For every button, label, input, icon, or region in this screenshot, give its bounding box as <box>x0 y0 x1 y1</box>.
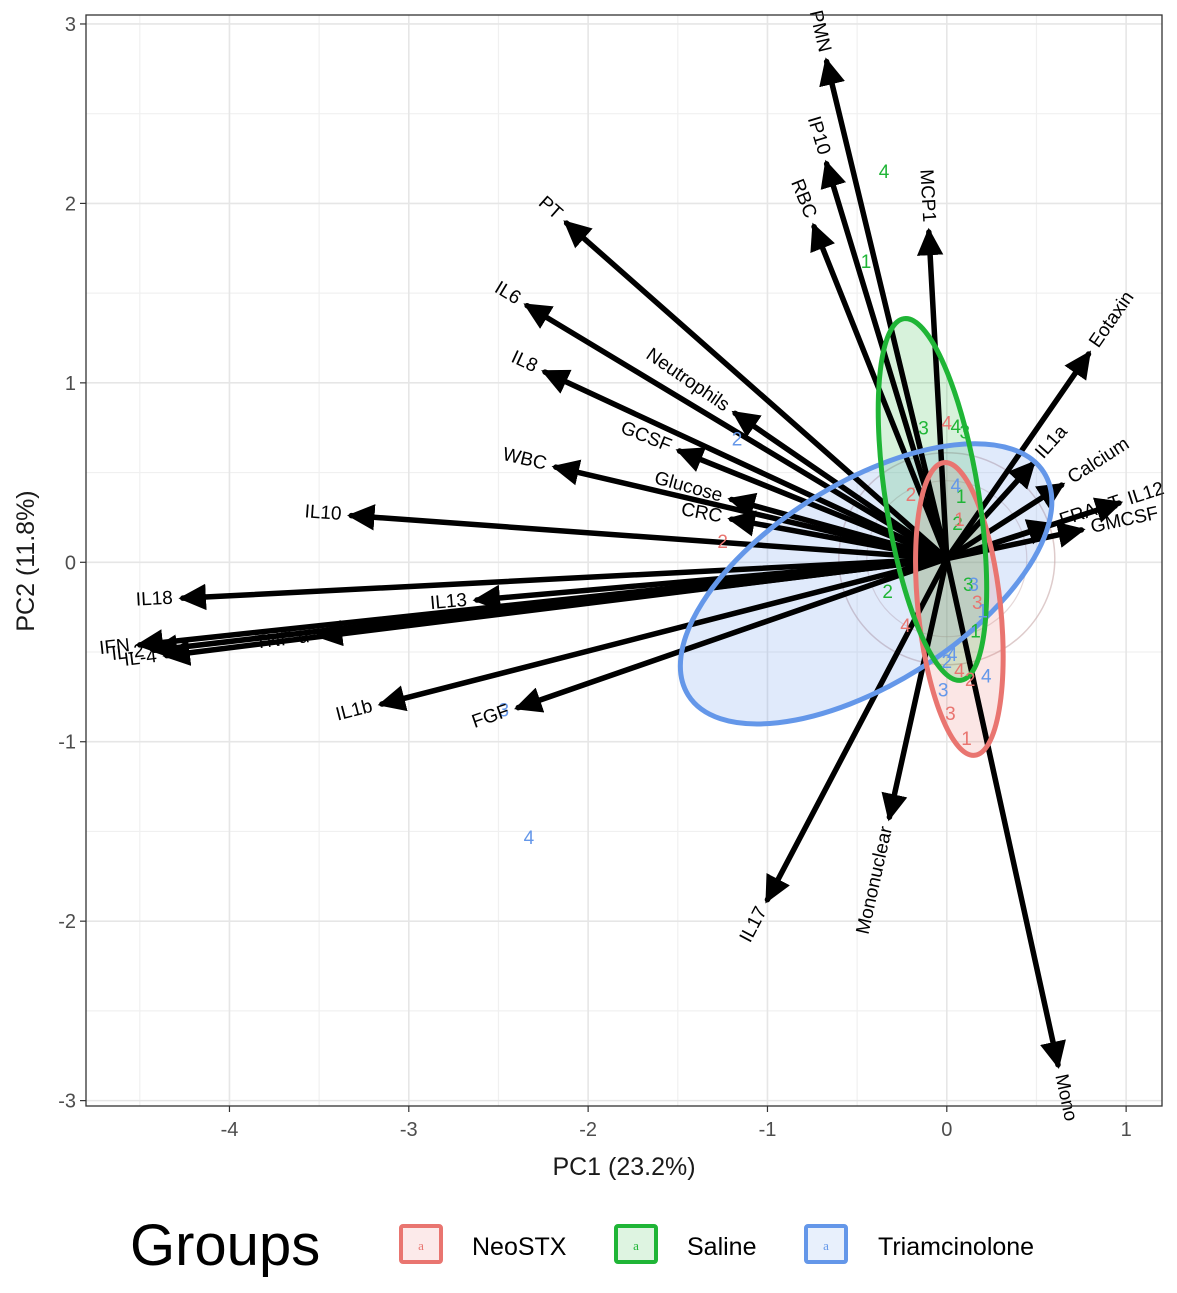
point-triamcinolone: 3 <box>968 575 979 596</box>
point-neostx: 2 <box>906 485 917 506</box>
x-tick-label: 0 <box>941 1119 952 1141</box>
panel-background <box>86 15 1162 1106</box>
point-neostx: 1 <box>954 510 965 531</box>
point-saline: 4 <box>950 417 961 438</box>
vector-mononuclear <box>881 555 950 822</box>
legend-item-triamcinolone: a Triamcinolone <box>804 1224 1034 1264</box>
x-tick-label: -1 <box>759 1119 777 1141</box>
vector-gcsf <box>675 447 950 562</box>
vector-mcp1 <box>916 227 950 562</box>
point-triamcinolone: 4 <box>524 828 535 849</box>
point-triamcinolone: 4 <box>950 476 961 497</box>
vector-mono <box>944 555 1066 1070</box>
ellipse-neostx <box>913 460 1006 758</box>
loading-vectors <box>135 57 1124 1070</box>
point-neostx: 2 <box>965 670 976 691</box>
point-triamcinolone: 2 <box>942 652 953 673</box>
point-triamcinolone: 3 <box>938 681 949 702</box>
panel-border <box>85 14 1163 1107</box>
vector-crc <box>727 510 950 562</box>
y-tick-label: -3 <box>58 1091 76 1113</box>
point-triamcinolone: 2 <box>732 429 743 450</box>
vector-label-il-2: IL-2 <box>110 640 145 665</box>
point-neostx: 4 <box>900 616 911 637</box>
point-saline: 1 <box>956 487 967 508</box>
x-tick-label: -4 <box>221 1119 239 1141</box>
vector-label-il-4: IL-4 <box>123 646 159 671</box>
y-tick-label: -1 <box>58 732 76 754</box>
legend-item-saline: a Saline <box>614 1224 757 1264</box>
reference-circle-inner <box>866 480 1028 638</box>
point-triamcinolone: 4 <box>947 645 958 666</box>
legend-key-saline <box>614 1224 658 1264</box>
vector-label-il18: IL18 <box>135 588 173 611</box>
legend-key-triamcinolone <box>804 1224 848 1264</box>
legend-title: Groups <box>130 1213 320 1278</box>
legend-key-glyph: a <box>418 1238 424 1253</box>
point-saline: 4 <box>879 162 890 183</box>
x-axis-title: PC1 (23.2%) <box>552 1153 695 1181</box>
point-triamcinolone: 4 <box>981 666 992 687</box>
ellipse-fill-triamcinolone <box>680 443 1052 724</box>
legend-label-triamcinolone: Triamcinolone <box>878 1233 1034 1261</box>
vector-label-mcp1: MCP1 <box>915 169 939 223</box>
vector-label-ifn: IFN <box>98 635 131 659</box>
reference-circle-outer <box>838 451 1056 666</box>
vector-neutrophils <box>731 410 950 562</box>
point-neostx: 3 <box>972 593 983 614</box>
point-saline: 2 <box>882 582 893 603</box>
legend-key-neostx <box>399 1224 443 1264</box>
point-saline: 2 <box>952 514 963 535</box>
vector-gmcsf <box>944 521 1086 562</box>
legend-label-saline: Saline <box>687 1233 757 1261</box>
vector-ip10 <box>820 159 950 562</box>
point-triamcinolone: 1 <box>977 602 988 623</box>
point-triamcinolone: 3 <box>499 700 510 721</box>
point-neostx: 2 <box>717 532 728 553</box>
vector-il8 <box>541 369 950 562</box>
point-neostx: 1 <box>961 729 972 750</box>
legend: Groups a NeoSTX a Saline a Triamcinolone <box>130 1213 1034 1278</box>
vector-glucose <box>727 492 950 562</box>
y-tick-label: 0 <box>65 552 76 574</box>
y-tick-label: 1 <box>65 373 76 395</box>
point-saline: 3 <box>918 419 929 440</box>
point-saline: 3 <box>959 422 970 443</box>
vector-eotaxin <box>944 350 1092 562</box>
vector-label-il13: IL13 <box>429 590 468 614</box>
y-tick-label: 2 <box>65 193 76 215</box>
y-tick-label: 3 <box>65 14 76 36</box>
point-neostx: 3 <box>945 704 956 725</box>
x-tick-label: -3 <box>400 1119 418 1141</box>
vector-il1a <box>944 460 1036 562</box>
ellipse-saline <box>875 316 990 683</box>
legend-item-neostx: a NeoSTX <box>399 1224 567 1264</box>
point-neostx: 4 <box>942 413 953 434</box>
x-tick-label: 1 <box>1121 1119 1132 1141</box>
vector-il10 <box>347 504 950 562</box>
legend-label-neostx: NeoSTX <box>472 1233 567 1261</box>
legend-key-glyph: a <box>633 1238 639 1253</box>
vector-fgf <box>514 555 950 713</box>
ellipse-triamcinolone <box>677 441 1055 727</box>
point-saline: 1 <box>861 252 872 273</box>
legend-key-glyph: a <box>823 1238 829 1253</box>
point-neostx: 4 <box>954 661 965 682</box>
point-saline: 1 <box>970 621 981 642</box>
y-axis-title: PC2 (11.8%) <box>12 490 40 631</box>
vector-il18 <box>178 555 950 611</box>
vector-il1b <box>377 555 950 712</box>
y-tick-label: -2 <box>58 911 76 933</box>
vector-label-il10: IL10 <box>304 501 342 525</box>
vector-tnf <box>314 555 950 647</box>
ellipse-outlines <box>677 316 1055 758</box>
point-saline: 3 <box>963 575 974 596</box>
vector-calcium <box>944 482 1066 562</box>
grid <box>86 15 1162 1106</box>
x-tick-label: -2 <box>579 1119 597 1141</box>
